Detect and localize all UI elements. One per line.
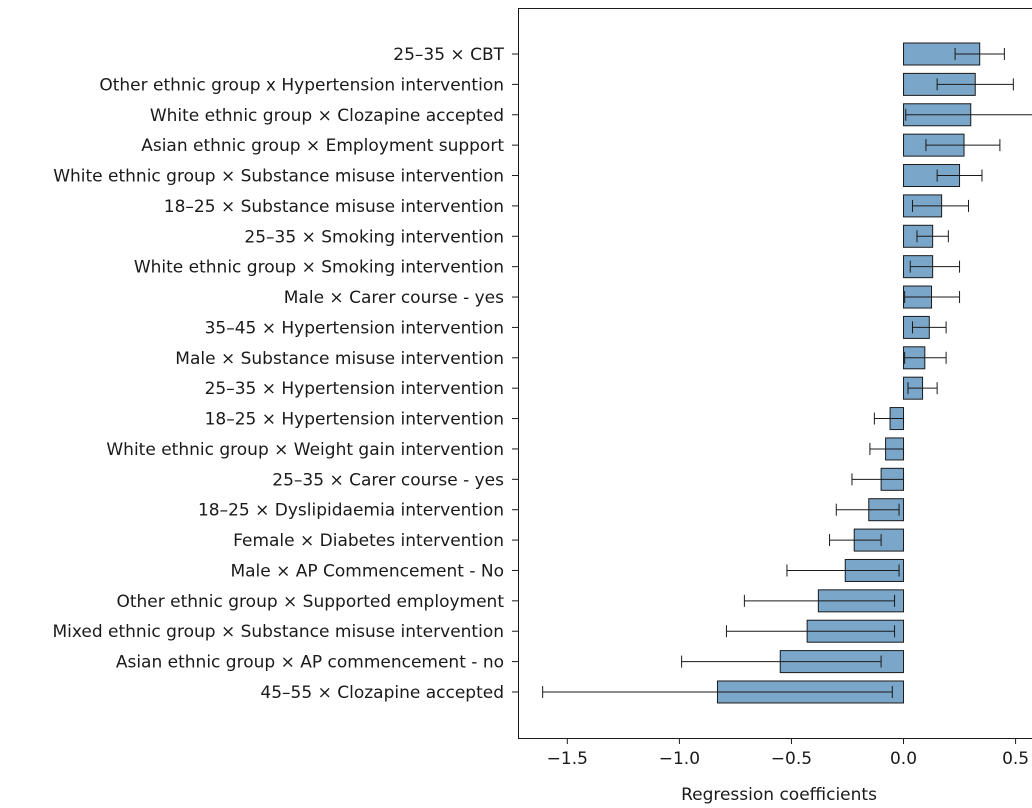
error-bar — [725, 625, 896, 638]
error-bar — [936, 78, 1014, 91]
error-bars-layer — [542, 48, 1032, 698]
bars-layer — [716, 42, 981, 704]
error-bar — [954, 48, 1005, 60]
error-bar — [925, 139, 1001, 152]
x-axis-ticks: −1.5 −1.0 −0.5 0.0 0.5 — [547, 738, 1029, 769]
error-bar — [873, 412, 905, 425]
category-label: White ethnic group × Weight gain interve… — [106, 440, 504, 460]
category-label: 35–45 × Hypertension intervention — [205, 318, 504, 338]
error-bar — [851, 473, 905, 486]
x-tick-label: −1.5 — [547, 749, 588, 769]
category-label: 25–35 × Carer course - yes — [272, 470, 504, 490]
category-label: 25–35 × CBT — [393, 45, 504, 65]
category-label: White ethnic group × Substance misuse in… — [53, 167, 504, 187]
error-bar — [542, 685, 893, 698]
x-tick-label: 0.0 — [890, 749, 917, 769]
x-axis-title: Regression coefficients — [681, 785, 877, 805]
error-bar — [909, 260, 961, 273]
category-label: Asian ethnic group × Employment support — [141, 136, 504, 156]
error-bar — [904, 291, 961, 304]
category-label: 25–35 × Smoking intervention — [244, 227, 504, 247]
category-label: 25–35 × Hypertension intervention — [205, 379, 504, 399]
category-label: Male × AP Commencement - No — [230, 561, 504, 581]
category-label: 18–25 × Dyslipidaemia intervention — [198, 501, 504, 521]
category-label: White ethnic group × Clozapine accepted — [150, 106, 504, 126]
x-tick-label: 0.5 — [1002, 749, 1029, 769]
error-bar — [916, 230, 949, 243]
error-bar — [869, 442, 905, 455]
category-label: 45–55 × Clozapine accepted — [260, 683, 504, 703]
category-label: White ethnic group × Smoking interventio… — [134, 258, 504, 278]
category-label: Female × Diabetes intervention — [233, 531, 504, 551]
category-label: 18–25 × Hypertension intervention — [205, 410, 504, 430]
x-tick-label: −0.5 — [771, 749, 812, 769]
error-bar — [743, 594, 896, 607]
category-label: Mixed ethnic group × Substance misuse in… — [52, 622, 504, 642]
category-label: Other ethnic group x Hypertension interv… — [99, 75, 504, 95]
error-bar — [681, 655, 882, 668]
error-bar — [786, 564, 900, 577]
category-label: Male × Substance misuse intervention — [175, 349, 504, 369]
error-bar — [911, 321, 947, 334]
error-bar — [904, 351, 947, 364]
error-bar — [936, 169, 983, 182]
error-bar — [907, 382, 938, 395]
category-label: Asian ethnic group × AP commencement - n… — [116, 653, 504, 673]
x-tick-label: −1.0 — [659, 749, 700, 769]
error-bar — [835, 503, 900, 516]
category-label: 18–25 × Substance misuse intervention — [164, 197, 504, 217]
category-label: Other ethnic group × Supported employmen… — [116, 592, 504, 612]
category-labels: 25–35 × CBT Other ethnic group x Hyperten… — [52, 45, 518, 703]
error-bar — [905, 108, 1032, 121]
error-bar — [829, 534, 882, 547]
category-label: Male × Carer course - yes — [284, 288, 504, 308]
error-bar — [911, 199, 970, 212]
plot-frame — [518, 8, 1032, 739]
